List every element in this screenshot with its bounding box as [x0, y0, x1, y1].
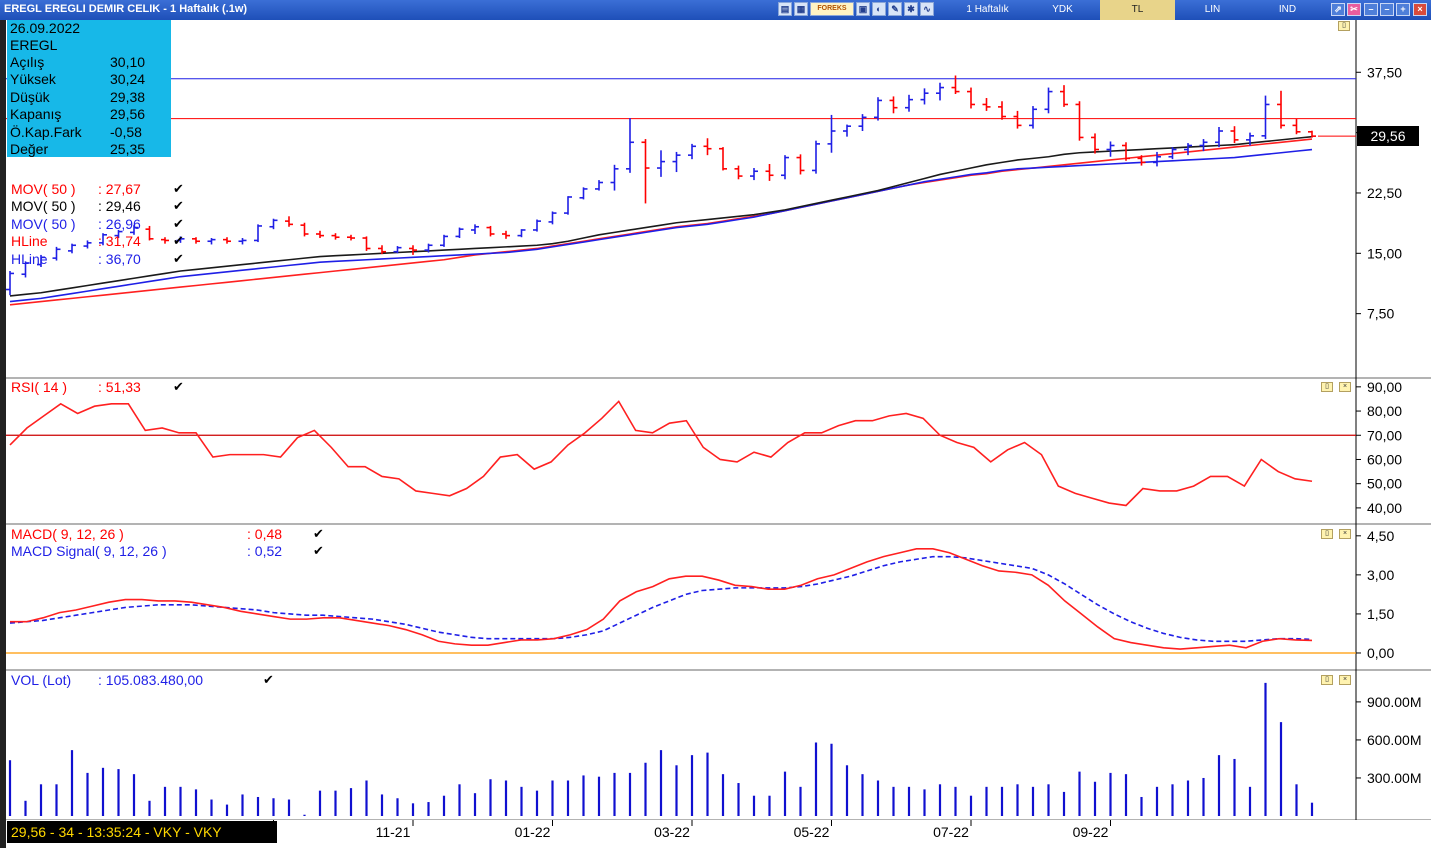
restore-icon[interactable]: – [1380, 3, 1394, 16]
info-label: Düşük [10, 89, 50, 105]
info-value: 29,38 [110, 89, 146, 105]
window-title: EREGL EREGLI DEMIR CELIK - 1 Haftalık (.… [4, 3, 248, 15]
volume-axis-tick-label: 600.00M [1367, 732, 1421, 748]
chart-type-icon[interactable]: ∿ [920, 2, 934, 16]
scale-option[interactable]: LIN [1204, 4, 1221, 15]
visible-check-icon[interactable]: ✔ [173, 251, 184, 266]
period-option[interactable]: 1 Haftalık [966, 4, 1009, 15]
volume-axis-tick-label: 300.00M [1367, 770, 1421, 786]
date-tick-label: 03-22 [654, 824, 690, 840]
info-label: Değer [10, 141, 49, 157]
info-label: Ö.Kap.Fark [10, 124, 82, 140]
info-value: 30,24 [110, 71, 146, 87]
ohlc-info-panel: 26.09.2022 EREGL Açılış 30,10 Yüksek 30,24… [7, 20, 171, 157]
panel-restore-button[interactable]: ▯ [1321, 675, 1333, 685]
panel-close-button[interactable]: × [1339, 382, 1351, 392]
info-value: 25,35 [110, 141, 146, 157]
print-icon[interactable]: ▤ [778, 2, 792, 16]
info-symbol: EREGL [10, 37, 58, 53]
close-icon[interactable]: × [1413, 3, 1427, 16]
ydk-option[interactable]: YDK [1052, 4, 1073, 15]
macd-axis-tick-label: 1,50 [1367, 606, 1394, 622]
macd-signal-line [9, 555, 1313, 643]
date-tick-label: 09-22 [1073, 824, 1109, 840]
maximize-icon[interactable]: + [1396, 3, 1410, 16]
visible-check-icon[interactable]: ✔ [263, 672, 274, 687]
rsi-axis-tick-label: 90,00 [1367, 379, 1402, 395]
last-price-label: 29,56 [1357, 126, 1419, 146]
visible-check-icon[interactable]: ✔ [173, 233, 184, 248]
visible-check-icon[interactable]: ✔ [173, 216, 184, 231]
price-axis-tick-label: 37,50 [1367, 64, 1402, 80]
foreks-logo[interactable]: FOREKS [810, 2, 854, 16]
panel-close-button[interactable]: × [1339, 675, 1351, 685]
ma-blue-line [9, 148, 1313, 303]
date-tick-label: 05-22 [794, 824, 830, 840]
visible-check-icon[interactable]: ✔ [173, 379, 184, 394]
visible-check-icon[interactable]: ✔ [313, 526, 324, 541]
panel-close-button[interactable]: × [1339, 529, 1351, 539]
panel-restore-button[interactable]: ▯ [1338, 21, 1350, 31]
macd-axis-tick-label: 4,50 [1367, 528, 1394, 544]
left-edge [0, 20, 6, 848]
info-value: 30,10 [110, 54, 146, 70]
panel-restore-button[interactable]: ▯ [1321, 382, 1333, 392]
volume-axis-tick-label: 900.00M [1367, 694, 1421, 710]
price-axis-tick-label: 22,50 [1367, 185, 1402, 201]
rsi-axis-tick-label: 50,00 [1367, 476, 1402, 492]
info-label: Kapanış [10, 106, 62, 122]
pencil-icon[interactable]: ✎ [888, 2, 902, 16]
visible-check-icon[interactable]: ✔ [173, 198, 184, 213]
tools-icon[interactable]: ✂ [1347, 3, 1361, 16]
date-tick-label: 07-22 [933, 824, 969, 840]
macd-axis-tick-label: 0,00 [1367, 645, 1394, 661]
rsi-axis-tick-label: 40,00 [1367, 500, 1402, 516]
info-label: Yüksek [10, 71, 56, 87]
calendar-icon[interactable]: ▣ [856, 2, 870, 16]
minimize-icon[interactable]: – [1364, 3, 1378, 16]
toolbar-icons: ▤ ▦ FOREKS ▣ ◐ ✎ ✱ ∿ [778, 2, 934, 18]
macd-axis-tick-label: 3,00 [1367, 567, 1394, 583]
panel-restore-button[interactable]: ▯ [1321, 529, 1333, 539]
visible-check-icon[interactable]: ✔ [173, 181, 184, 196]
title-bar: EREGL EREGLI DEMIR CELIK - 1 Haftalık (.… [0, 0, 1431, 20]
status-bar: 29,56 - 34 - 13:35:24 - VKY - VKY [7, 821, 277, 843]
price-axis-tick-label: 7,50 [1367, 306, 1394, 322]
rsi-axis-tick-label: 80,00 [1367, 403, 1402, 419]
grid-icon[interactable]: ▦ [794, 2, 808, 16]
price-axis-tick-label: 15,00 [1367, 245, 1402, 261]
info-label: Açılış [10, 54, 45, 70]
palette-icon[interactable]: ◐ [872, 2, 886, 16]
macd-line [10, 548, 1313, 650]
currency-option[interactable]: TL [1100, 0, 1175, 20]
date-tick-label: 01-22 [515, 824, 551, 840]
info-value: 29,56 [110, 106, 146, 122]
ind-option[interactable]: IND [1278, 4, 1297, 15]
info-value: -0,58 [110, 124, 142, 140]
date-tick-label: 11-21 [376, 824, 411, 840]
settings-icon[interactable]: ✱ [904, 2, 918, 16]
visible-check-icon[interactable]: ✔ [313, 543, 324, 558]
rsi-axis-tick-label: 70,00 [1367, 427, 1402, 443]
info-date: 26.09.2022 [10, 20, 81, 36]
rsi-axis-tick-label: 60,00 [1367, 451, 1402, 467]
rsi-line [9, 400, 1313, 507]
pin-icon[interactable]: ⇗ [1331, 3, 1345, 16]
